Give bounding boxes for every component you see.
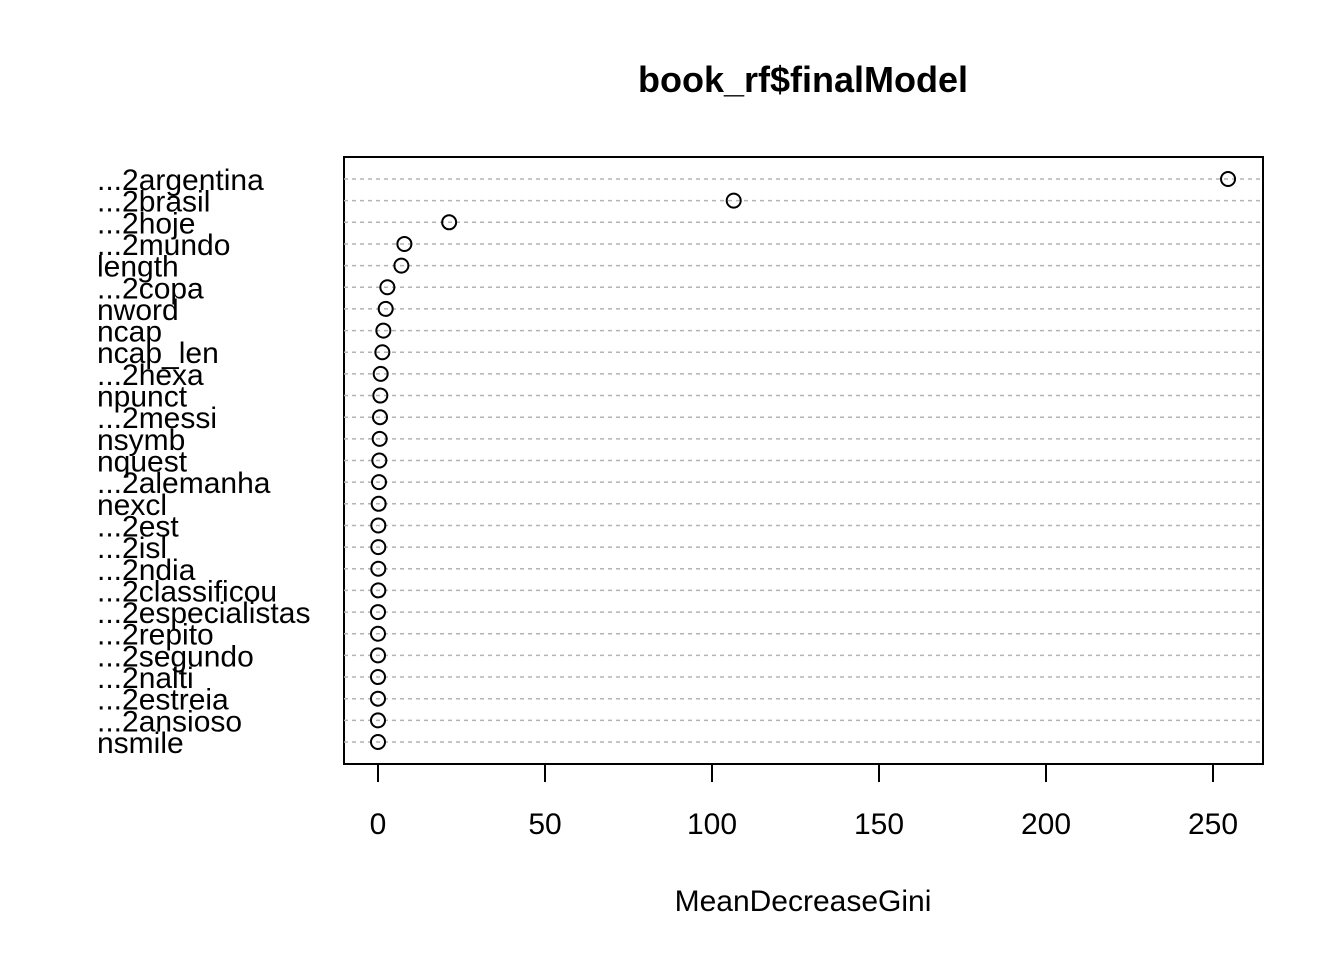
data-point — [396, 235, 413, 252]
category-label: nquest — [97, 446, 188, 479]
data-point — [441, 214, 458, 231]
data-point — [375, 322, 392, 339]
data-point — [370, 517, 387, 534]
data-point — [371, 430, 388, 447]
category-label: ...2repito — [97, 619, 214, 652]
grid-lines — [344, 178, 1263, 743]
category-label: length — [97, 251, 179, 284]
category-labels: ...2argentina...2brasil...2hoje...2mundo… — [97, 164, 310, 760]
data-point — [370, 495, 387, 512]
data-point — [370, 582, 387, 599]
category-label: ...2segundo — [97, 640, 254, 673]
data-point — [374, 344, 391, 361]
data-points — [370, 171, 1237, 750]
data-point — [370, 669, 386, 686]
data-point — [725, 192, 742, 209]
data-point — [372, 365, 389, 382]
x-tick-label: 250 — [1188, 808, 1238, 841]
data-point — [370, 690, 386, 707]
x-tick-label: 150 — [854, 808, 904, 841]
category-label: nsmile — [97, 727, 184, 760]
data-point — [370, 625, 386, 642]
chart-title: book_rf$finalModel — [638, 59, 968, 100]
category-label: ...2classificou — [97, 575, 277, 608]
data-point — [370, 734, 386, 750]
category-label: ...2alemanha — [97, 467, 271, 500]
category-label: nexcl — [97, 489, 167, 522]
data-point — [370, 604, 386, 621]
category-label: ...2hoje — [97, 207, 195, 240]
data-point — [377, 300, 394, 317]
category-label: ...2est — [97, 510, 179, 543]
data-point — [371, 452, 388, 469]
category-label: ...2mundo — [97, 229, 230, 262]
data-point — [370, 539, 387, 556]
category-label: ...2isl — [97, 532, 167, 565]
category-label: ...2ansioso — [97, 705, 242, 738]
category-label: ...2argentina — [97, 164, 264, 197]
data-point — [379, 279, 396, 296]
data-point — [371, 474, 388, 491]
data-point — [370, 560, 387, 577]
x-tick-label: 200 — [1021, 808, 1071, 841]
data-point — [372, 387, 389, 404]
x-tick-label: 100 — [687, 808, 737, 841]
category-label: ...2copa — [97, 272, 204, 305]
data-point — [370, 647, 386, 664]
category-label: ...2especialistas — [97, 597, 310, 630]
category-label: ncap — [97, 316, 162, 349]
x-tick-label: 0 — [370, 808, 387, 841]
category-label: ...2ndia — [97, 554, 196, 587]
x-axis: 0 50 100 150 200 250 — [370, 763, 1238, 841]
category-label: ...2nalti — [97, 662, 194, 695]
category-label: ...2estreia — [97, 684, 229, 717]
data-point — [372, 409, 389, 426]
category-label: ...2messi — [97, 402, 217, 435]
category-label: npunct — [97, 381, 188, 414]
data-point — [1220, 171, 1237, 187]
category-label: ...2hexa — [97, 359, 204, 392]
x-axis-label: MeanDecreaseGini — [675, 885, 932, 918]
category-label: nsymb — [97, 424, 185, 457]
x-tick-label: 50 — [528, 808, 561, 841]
data-point — [370, 712, 386, 729]
category-label: ncap_len — [97, 337, 219, 370]
category-label: nword — [97, 294, 179, 327]
data-point — [393, 257, 410, 274]
category-label: ...2brasil — [97, 186, 210, 219]
